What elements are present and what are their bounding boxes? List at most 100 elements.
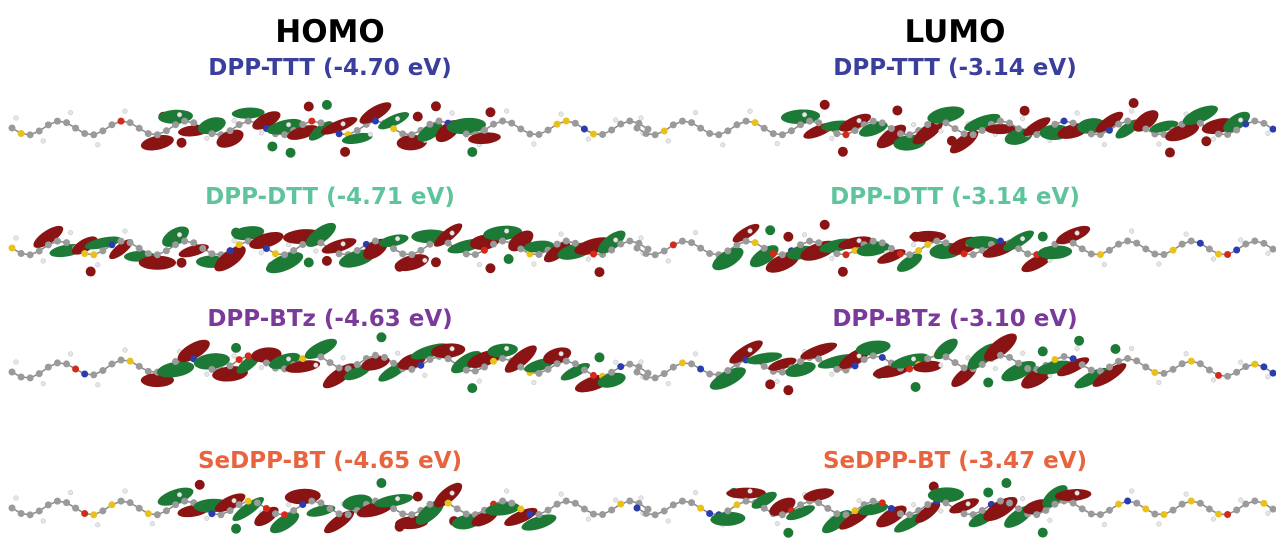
atom [217,511,224,518]
atom [572,500,579,507]
atom [1170,366,1177,373]
atom [961,364,968,371]
atom [688,119,695,126]
atom [870,238,877,245]
atom [1033,511,1040,518]
atom [833,250,840,257]
orbital-lobe [485,107,495,117]
atom [942,239,949,246]
hydrogen [939,129,944,134]
atom [1015,125,1022,132]
atom [27,251,34,258]
atom [590,131,597,138]
atom [679,359,686,366]
atom [1233,247,1240,254]
hydrogen [68,230,73,235]
hydrogen [14,496,19,501]
atom [54,238,61,245]
atom [806,118,813,125]
atom [617,120,624,127]
atom [72,505,79,512]
atom [18,510,25,517]
orbital-lobe [304,101,314,111]
hydrogen [450,346,455,351]
atom [634,125,641,132]
orbital-lobe [1129,98,1139,108]
atom [417,247,424,254]
orbital-lobe [195,480,205,490]
atom [1006,119,1013,126]
atom [1206,506,1213,513]
atom [1224,373,1231,380]
hydrogen [232,118,237,123]
atom [599,131,606,138]
hydrogen [123,348,128,353]
atom [399,250,406,257]
atom [1133,357,1140,364]
molecule-label: SeDPP-BT (-4.65 eV) [198,448,462,474]
hydrogen [477,379,482,384]
hydrogen [830,256,835,261]
atom [145,510,152,517]
atom [181,498,188,505]
hydrogen [177,492,182,497]
hydrogen [802,112,807,117]
atom [715,131,722,138]
hydrogen [1129,489,1134,494]
atom [163,127,170,134]
atom [136,505,143,512]
hydrogen [966,502,971,507]
atom [870,118,877,125]
atom [18,130,25,137]
atom [1006,499,1013,506]
atom [634,369,641,376]
atom [1079,245,1086,252]
atom [390,245,397,252]
hydrogen [423,373,428,378]
atom [961,250,968,257]
atom [979,507,986,514]
atom [879,499,886,506]
hydrogen [1075,346,1080,351]
orbital-lobe [1074,336,1084,346]
atom [245,118,252,125]
atom [788,127,795,134]
hydrogen [1048,518,1053,523]
atom [1233,507,1240,514]
atom [1242,240,1249,247]
atom [1188,498,1195,505]
atom [979,361,986,368]
hydrogen [693,352,698,357]
hydrogen [314,249,319,254]
hydrogen [1211,257,1216,262]
atom [1051,356,1058,363]
hydrogen [205,372,210,377]
atom [1242,500,1249,507]
orbital-lobe [765,379,775,389]
atom [1197,120,1204,127]
atom [842,251,849,258]
orbital-lobe [376,332,386,342]
atom [127,358,134,365]
atom [1160,251,1167,258]
atom [888,125,895,132]
hydrogen [532,380,537,385]
hydrogen [693,490,698,495]
atom [254,499,261,506]
figure: HOMODPP-TTT (-4.70 eV)DPP-DTT (-4.71 eV)… [0,0,1276,550]
atom [426,121,433,128]
atom [1124,355,1131,362]
atom [499,498,506,505]
atom [1242,120,1249,127]
molecule-label: DPP-TTT (-4.70 eV) [208,55,451,81]
hydrogen [395,116,400,121]
atom [272,250,279,257]
atom [563,358,570,365]
orbital-lobe [322,100,332,110]
atom [127,119,134,126]
orbital-lobe [1038,232,1048,242]
hydrogen [639,116,644,121]
atom [490,121,497,128]
atom [554,501,561,508]
atom [679,118,686,125]
